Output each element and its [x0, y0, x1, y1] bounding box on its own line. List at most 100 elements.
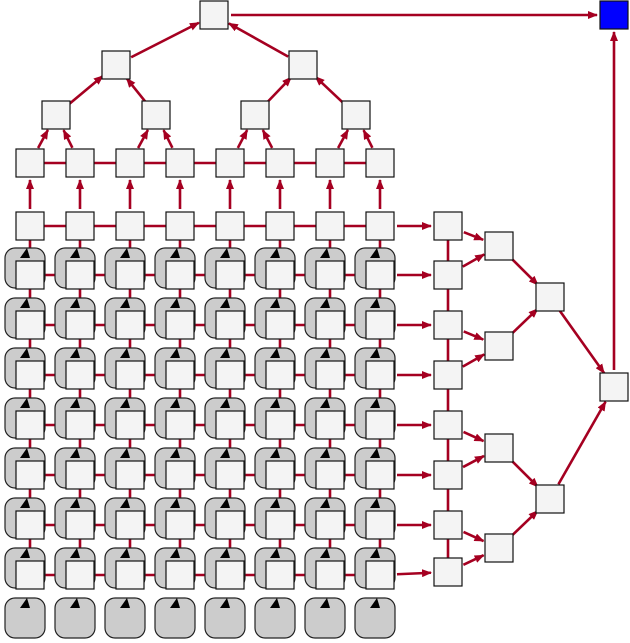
cell-marker-icon: [20, 298, 30, 308]
grid-node: [15, 310, 45, 340]
grid-node: [115, 510, 145, 540]
grid-node: [315, 260, 345, 290]
cell-marker-icon: [270, 598, 280, 608]
cell-marker-icon: [170, 448, 180, 458]
tree-root-node: [199, 0, 229, 30]
cell-marker-icon: [320, 398, 330, 408]
tree-node: [484, 433, 514, 463]
grid-node: [165, 410, 195, 440]
grid-node: [215, 310, 245, 340]
grid-node: [315, 560, 345, 590]
grid-node: [165, 510, 195, 540]
cell-marker-icon: [320, 298, 330, 308]
cell-marker-icon: [20, 548, 30, 558]
cell-marker-icon: [170, 298, 180, 308]
cell-marker-icon: [170, 548, 180, 558]
cell-marker-icon: [320, 498, 330, 508]
grid-node: [265, 460, 295, 490]
cell-block: [304, 597, 346, 639]
input-node: [315, 211, 345, 241]
tree-arrow: [62, 129, 74, 149]
tree-arrow: [510, 509, 539, 538]
cell-marker-icon: [20, 348, 30, 358]
grid-node: [65, 360, 95, 390]
tree-arrow: [136, 129, 150, 149]
cell-marker-icon: [220, 398, 230, 408]
tree-arrow: [462, 454, 485, 469]
tree-arrow: [362, 129, 374, 149]
cell-marker-icon: [170, 398, 180, 408]
cell-marker-icon: [120, 448, 130, 458]
tree-node: [240, 100, 270, 130]
cell-marker-icon: [20, 398, 30, 408]
cell-marker-icon: [370, 598, 380, 608]
tree-arrow: [336, 129, 350, 149]
cell-marker-icon: [170, 348, 180, 358]
cell-marker-icon: [20, 448, 30, 458]
grid-node: [265, 410, 295, 440]
cell-marker-icon: [220, 498, 230, 508]
cell-marker-icon: [70, 248, 80, 258]
cell-marker-icon: [70, 548, 80, 558]
tree-arrow: [510, 459, 539, 488]
cell-marker-icon: [220, 598, 230, 608]
tree-arrow: [463, 230, 485, 242]
cell-marker-icon: [270, 448, 280, 458]
tree-node: [484, 533, 514, 563]
cell-marker-icon: [370, 498, 380, 508]
grid-node: [215, 510, 245, 540]
grid-node: [65, 560, 95, 590]
input-node: [65, 211, 95, 241]
tree-node: [484, 331, 514, 361]
grid-node: [15, 460, 45, 490]
cell-marker-icon: [70, 348, 80, 358]
grid-node: [115, 310, 145, 340]
grid-node: [15, 510, 45, 540]
cell-marker-icon: [270, 498, 280, 508]
grid-node: [115, 560, 145, 590]
tree-node: [15, 148, 45, 178]
input-node: [365, 211, 395, 241]
cell-marker-icon: [120, 248, 130, 258]
tree-node: [41, 100, 71, 130]
tree-arrow: [130, 21, 200, 59]
cell-marker-icon: [370, 248, 380, 258]
input-node: [215, 211, 245, 241]
cell-marker-icon: [70, 298, 80, 308]
tree-arrow: [462, 253, 486, 268]
cell-block: [254, 597, 296, 639]
grid-node: [365, 360, 395, 390]
cell-marker-icon: [320, 548, 330, 558]
grid-node: [265, 260, 295, 290]
input-node: [265, 211, 295, 241]
grid-node: [65, 410, 95, 440]
cell-marker-icon: [370, 398, 380, 408]
tree-arrow: [463, 330, 485, 341]
cell-marker-icon: [320, 348, 330, 358]
tree-arrow: [462, 353, 486, 368]
cell-marker-icon: [320, 598, 330, 608]
cell-block: [104, 597, 146, 639]
cell-marker-icon: [120, 498, 130, 508]
cell-marker-icon: [70, 598, 80, 608]
tree-arrow: [462, 430, 485, 443]
tree-arrow: [265, 76, 293, 104]
cell-marker-icon: [270, 348, 280, 358]
cell-marker-icon: [270, 298, 280, 308]
grid-node: [365, 410, 395, 440]
cell-marker-icon: [320, 448, 330, 458]
cell-marker-icon: [170, 248, 180, 258]
cell-marker-icon: [20, 498, 30, 508]
chain-node: [433, 310, 463, 340]
grid-node: [365, 260, 395, 290]
cell-marker-icon: [70, 498, 80, 508]
grid-node: [315, 510, 345, 540]
tree-node: [215, 148, 245, 178]
grid-node: [65, 510, 95, 540]
cell-marker-icon: [120, 598, 130, 608]
tree-arrow: [558, 310, 606, 374]
grid-node: [165, 260, 195, 290]
tree-node: [341, 100, 371, 130]
tree-arrow: [227, 22, 289, 58]
grid-node: [365, 510, 395, 540]
